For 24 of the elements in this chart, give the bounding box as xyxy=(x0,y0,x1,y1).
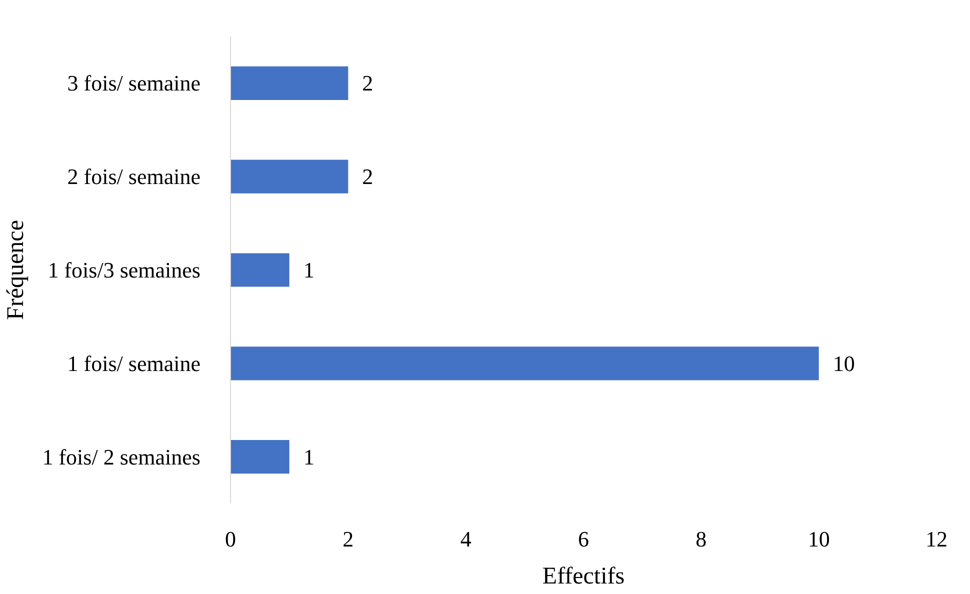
data-label: 2 xyxy=(362,70,374,96)
y-tick-label: 2 fois/ semaine xyxy=(67,164,201,190)
x-tick-label: 4 xyxy=(460,526,472,552)
bar xyxy=(230,253,290,287)
y-tick-label: 1 fois/3 semaines xyxy=(48,258,201,282)
x-tick-label: 8 xyxy=(696,526,707,552)
y-tick-label: 1 fois/ 2 semaines xyxy=(42,444,201,470)
x-tick-label: 0 xyxy=(225,526,236,552)
bar xyxy=(230,66,348,100)
y-axis-title: Fréquence xyxy=(3,220,30,320)
y-tick-label: 1 fois/ semaine xyxy=(67,350,201,376)
x-tick-label: 6 xyxy=(578,526,589,552)
x-tick-label: 2 xyxy=(342,526,354,552)
data-label: 1 xyxy=(303,444,314,470)
x-tick-label: 10 xyxy=(808,526,830,552)
bar xyxy=(230,440,290,474)
bar xyxy=(230,346,819,380)
data-label: 2 xyxy=(362,164,374,190)
x-tick-label: 12 xyxy=(926,526,948,552)
bar xyxy=(230,160,348,194)
x-axis-title: Effectifs xyxy=(542,564,625,590)
data-label: 1 xyxy=(303,258,314,282)
data-label: 10 xyxy=(832,350,855,376)
y-tick-label: 3 fois/ semaine xyxy=(67,70,201,96)
